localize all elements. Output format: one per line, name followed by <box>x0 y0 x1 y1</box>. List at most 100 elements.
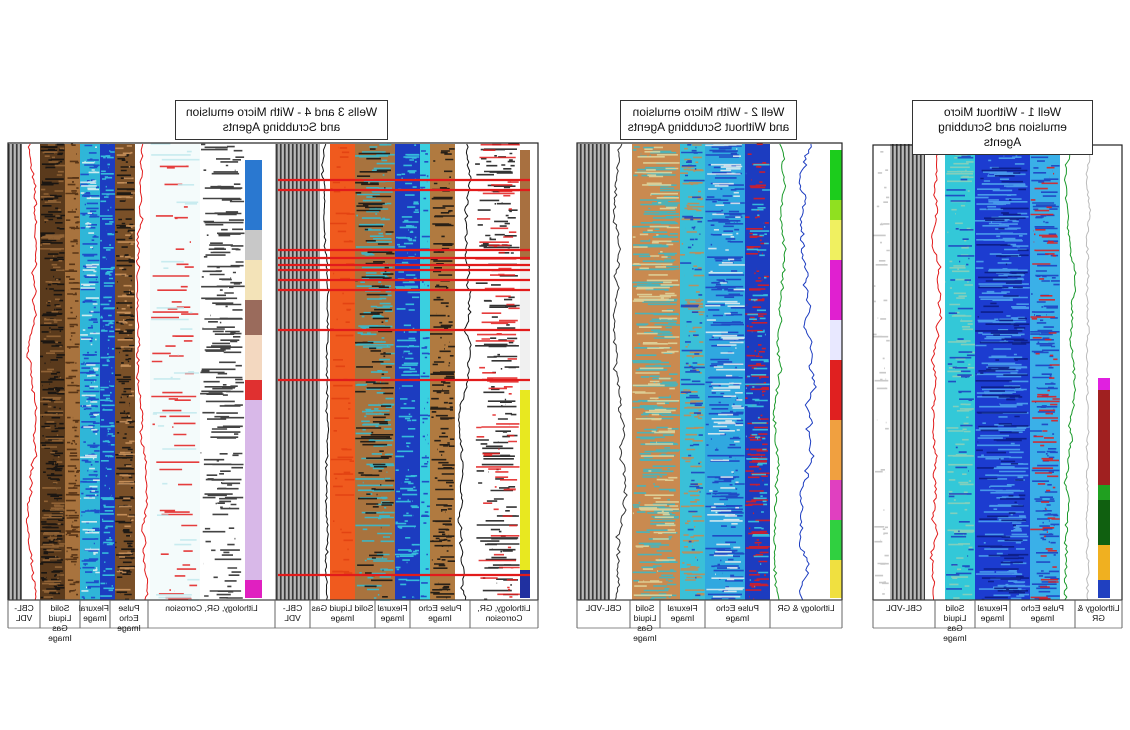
log-texture <box>680 144 705 597</box>
track-label: Pulse Echo Image <box>117 603 141 633</box>
track-label: CBL-VDL <box>282 603 303 623</box>
vdl-track <box>8 144 22 600</box>
lithology-block <box>245 380 262 400</box>
track-label: CBL-VDL <box>14 603 34 623</box>
log-curve <box>612 143 628 601</box>
lithology-block <box>1098 378 1110 390</box>
lithology-block <box>245 580 262 598</box>
log-track <box>745 144 770 600</box>
log-texture <box>151 165 200 601</box>
log-curve <box>929 143 943 601</box>
log-texture <box>945 145 975 590</box>
lithology-block <box>1098 545 1110 580</box>
track-label: Lithology, GR, Corrosion <box>477 603 531 623</box>
log-texture <box>355 148 395 598</box>
vdl-track <box>577 144 610 600</box>
track-label: Flexural Image <box>667 603 698 623</box>
log-texture <box>40 143 65 599</box>
lithology-block <box>1098 485 1110 500</box>
track-label: Pulse Echo Image <box>418 603 462 623</box>
log-curve <box>1063 143 1077 601</box>
track-label: Solid Liquid Gas Image <box>311 603 374 623</box>
log-track <box>420 144 430 600</box>
curve-track <box>610 144 632 600</box>
log-texture <box>632 146 680 596</box>
lithology-block <box>830 560 842 598</box>
log-curve <box>1085 144 1092 601</box>
track-label: Flexural Image <box>977 603 1008 623</box>
panel-title: Well 1 - Without Micro emulsion and Scru… <box>912 100 1093 155</box>
log-curve <box>320 143 330 601</box>
lithology-block <box>520 390 530 570</box>
log-curve <box>772 143 787 601</box>
vdl-track <box>890 144 925 600</box>
log-texture <box>80 146 100 592</box>
log-track <box>115 144 135 600</box>
log-texture <box>1030 145 1060 600</box>
log-track <box>1030 144 1060 600</box>
lithology-block <box>520 150 530 260</box>
lithology-block <box>830 420 842 480</box>
track-label: CBL-VDL <box>886 603 922 613</box>
log-texture <box>420 150 430 598</box>
lithology-block <box>520 570 530 598</box>
lithology-block <box>1098 390 1110 485</box>
log-texture <box>475 143 520 598</box>
track-label: Lithology & GR <box>777 603 835 613</box>
log-curve <box>135 143 149 601</box>
lithology-block <box>830 220 842 260</box>
log-track <box>475 144 520 600</box>
lithology-block <box>245 160 262 230</box>
curve-track <box>1060 144 1080 600</box>
curve-track <box>790 144 830 600</box>
log-track <box>330 144 355 600</box>
vdl-track <box>275 144 320 600</box>
lithology-block <box>245 230 262 260</box>
curve-track <box>1080 144 1100 600</box>
log-texture <box>395 144 420 599</box>
track-label: Solid Liquid Gas Image <box>943 603 967 643</box>
log-curve <box>25 143 38 601</box>
log-texture <box>40 144 65 598</box>
log-texture <box>975 145 1030 601</box>
panel-title: Well 2 - With Micro emulsion and Without… <box>620 100 797 140</box>
track-label: Solid Liquid Gas Image <box>48 603 72 643</box>
lithology-block <box>245 260 262 300</box>
track-label: Flexural Image <box>78 603 109 623</box>
track-label: Pulse Echo Image <box>1021 603 1064 623</box>
lithology-block <box>245 300 262 335</box>
log-texture <box>745 163 770 588</box>
log-track <box>100 144 115 600</box>
lithology-block <box>830 260 842 320</box>
log-texture <box>100 143 115 597</box>
lithology-block <box>1098 500 1110 545</box>
lithology-block <box>245 400 262 580</box>
panel-title: Wells 3 and 4 - With Micro emulsion and … <box>175 100 388 140</box>
lithology-block <box>830 320 842 360</box>
track-label: Flexural Image <box>377 603 408 623</box>
track-label: Pulse Echo Image <box>716 603 759 623</box>
lithology-block <box>245 335 262 380</box>
log-curve <box>798 143 817 601</box>
lithology-block <box>830 360 842 420</box>
lithology-block <box>1098 580 1110 598</box>
track-label: Lithology, GR, Corrosion <box>165 603 258 613</box>
log-texture <box>65 143 80 596</box>
log-curve <box>457 143 472 601</box>
lithology-block <box>830 480 842 520</box>
curve-track <box>770 144 790 600</box>
track-label: CBL-VDL <box>585 603 622 613</box>
lithology-block <box>830 200 842 220</box>
log-texture <box>115 145 135 601</box>
log-texture <box>200 143 245 599</box>
curve-track <box>320 144 330 600</box>
log-texture <box>705 143 745 598</box>
lithology-block <box>520 260 530 390</box>
lithology-block <box>830 520 842 560</box>
lithology-block <box>830 150 842 200</box>
track-label: Solid Liquid Gas Image <box>633 603 657 643</box>
log-texture <box>115 153 135 601</box>
track-label: Lithology & GR <box>1077 603 1120 623</box>
